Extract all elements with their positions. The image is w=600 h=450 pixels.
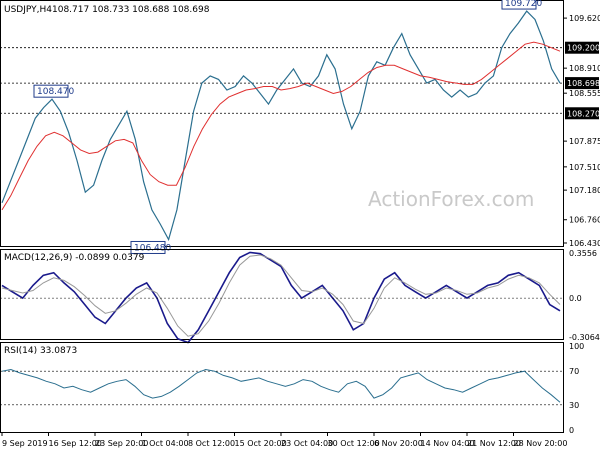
- x-tick-label: 14 Nov 04:00: [421, 439, 475, 448]
- price-line: [1, 10, 561, 242]
- x-tick-label: 8 Oct 12:00: [188, 439, 235, 448]
- macd-tick-label: 0.0: [569, 294, 582, 303]
- rsi-axis: 100 70 30 0: [569, 342, 584, 435]
- macd-title: MACD(12,26,9) -0.0899 0.0379: [4, 253, 145, 263]
- price-tag-text: 108.270: [567, 109, 600, 118]
- macd-axis: 0.3556 0.0 -0.3064: [0, 249, 600, 342]
- x-tick-label: 28 Nov 20:00: [514, 439, 568, 448]
- macd-panel: [0, 249, 564, 340]
- price-tick-label: 107.510: [569, 163, 600, 172]
- x-tick-label: 9 Sep 2019: [2, 439, 48, 448]
- rsi-title: RSI(14) 33.0873: [4, 346, 77, 356]
- macd-signal-line: [1, 254, 561, 337]
- rsi-tick-label: 100: [569, 342, 584, 351]
- price-tick-label: 108.910: [569, 64, 600, 73]
- moving-average-line: [1, 41, 561, 211]
- price-tick-label: 108.555: [569, 89, 600, 98]
- price-tick-label: 106.760: [569, 216, 600, 225]
- symbol-label: USDJPY,H4: [4, 5, 52, 15]
- watermark: ActionForex.com: [368, 187, 534, 211]
- price-series-group: [1, 10, 561, 242]
- x-tick-label: 16 Sep 12:00: [49, 439, 102, 448]
- macd-line: [1, 251, 561, 344]
- annotation-label: 109.720: [505, 0, 542, 9]
- x-tick-label: 23 Oct 04:00: [281, 439, 333, 448]
- annotation-box: [33, 84, 69, 98]
- x-tick-label: 30 Oct 12:00: [328, 439, 380, 448]
- rsi-series-group: [1, 368, 561, 403]
- ohlc-readout: 108.717 108.733 108.688 108.698: [52, 5, 210, 15]
- price-panel: [0, 0, 564, 247]
- annotation-box: [501, 0, 537, 10]
- rsi-tick-label: 30: [569, 401, 579, 410]
- price-tick-label: 107.875: [569, 137, 600, 146]
- annotation-label: 108.470: [37, 87, 74, 97]
- macd-tick-label: 0.3556: [569, 249, 597, 258]
- price-tick-label: 107.180: [569, 186, 600, 195]
- price-gridlines: [0, 47, 563, 114]
- rsi-gridlines: [0, 370, 563, 406]
- x-tick-label: 15 Oct 20:00: [235, 439, 287, 448]
- rsi-panel: [0, 342, 564, 433]
- macd-tick-label: -0.3064: [569, 333, 600, 342]
- rsi-tick-label: 0: [569, 426, 574, 435]
- x-tick-label: 1 Oct 04:00: [142, 439, 189, 448]
- annotation-label: 106.480: [134, 243, 171, 253]
- price-tag: [565, 77, 599, 90]
- x-tick-label: 21 Nov 12:00: [467, 439, 521, 448]
- price-tag: [565, 41, 599, 54]
- price-tag-text: 109.200: [567, 44, 600, 53]
- price-tick-label: 106.430: [569, 239, 600, 248]
- rsi-tick-label: 70: [569, 367, 579, 376]
- rsi-line: [1, 368, 561, 403]
- x-tick-label: 6 Nov 20:00: [374, 439, 423, 448]
- price-annotations: 108.470 106.480 109.720: [33, 0, 542, 254]
- price-tag: [565, 107, 599, 120]
- x-tick-label: 23 Sep 20:00: [95, 439, 148, 448]
- price-tag-text: 108.698: [567, 79, 600, 88]
- price-tick-label: 109.620: [569, 14, 600, 23]
- macd-series-group: [1, 251, 561, 344]
- annotation-box: [130, 240, 166, 254]
